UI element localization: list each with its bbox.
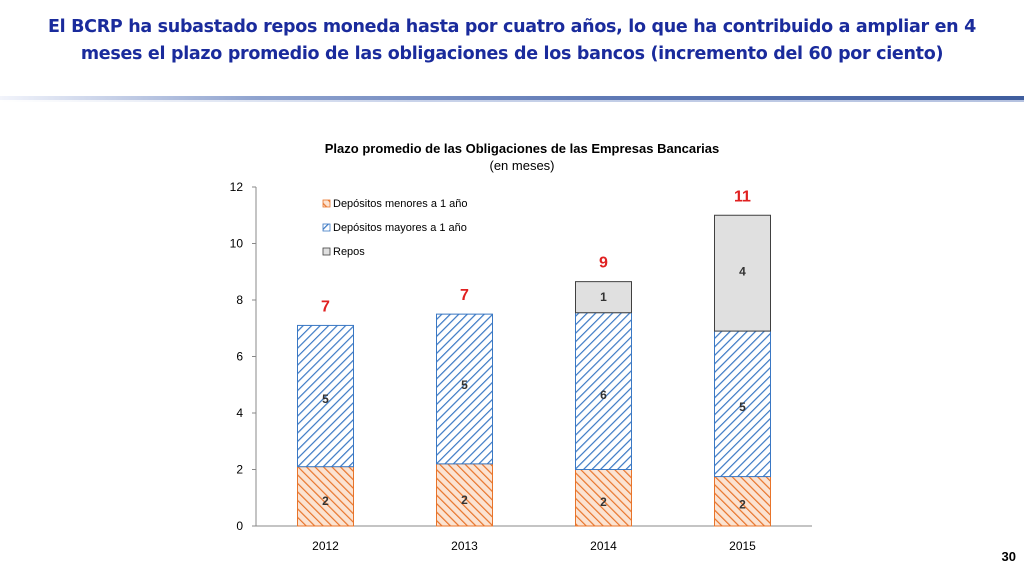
y-tick-label: 2 [236,463,243,477]
chart-subtitle: (en meses) [489,158,554,173]
y-tick-label: 10 [230,237,244,251]
legend-label: Depósitos mayores a 1 año [333,222,467,234]
segment-label: 6 [600,388,607,402]
legend-swatch-long [323,224,330,231]
page-number: 30 [1002,549,1016,564]
segment-label: 5 [739,400,746,414]
segment-label: 5 [322,392,329,406]
total-label: 11 [734,188,751,205]
segment-label: 2 [322,494,329,508]
y-tick-label: 0 [236,519,243,533]
segment-label: 2 [739,498,746,512]
y-tick-label: 4 [236,406,243,420]
x-tick-label: 2013 [451,539,478,553]
segment-label: 4 [739,264,746,278]
x-tick-label: 2014 [590,539,617,553]
total-label: 7 [460,287,469,304]
legend-swatch-short [323,200,330,207]
y-tick-label: 12 [230,180,244,194]
stacked-bar-chart: Plazo promedio de las Obligaciones de la… [0,0,1024,576]
chart-title: Plazo promedio de las Obligaciones de la… [325,141,720,156]
y-tick-label: 8 [236,293,243,307]
segment-label: 1 [600,290,607,304]
legend-label: Depósitos menores a 1 año [333,198,468,210]
legend-swatch-repos [323,248,330,255]
x-tick-label: 2015 [729,539,756,553]
segment-label: 5 [461,378,468,392]
total-label: 7 [321,298,330,315]
total-label: 9 [599,255,608,272]
segment-label: 2 [600,495,607,509]
x-tick-label: 2012 [312,539,339,553]
segment-label: 2 [461,493,468,507]
legend-label: Repos [333,246,365,258]
y-tick-label: 6 [236,350,243,364]
